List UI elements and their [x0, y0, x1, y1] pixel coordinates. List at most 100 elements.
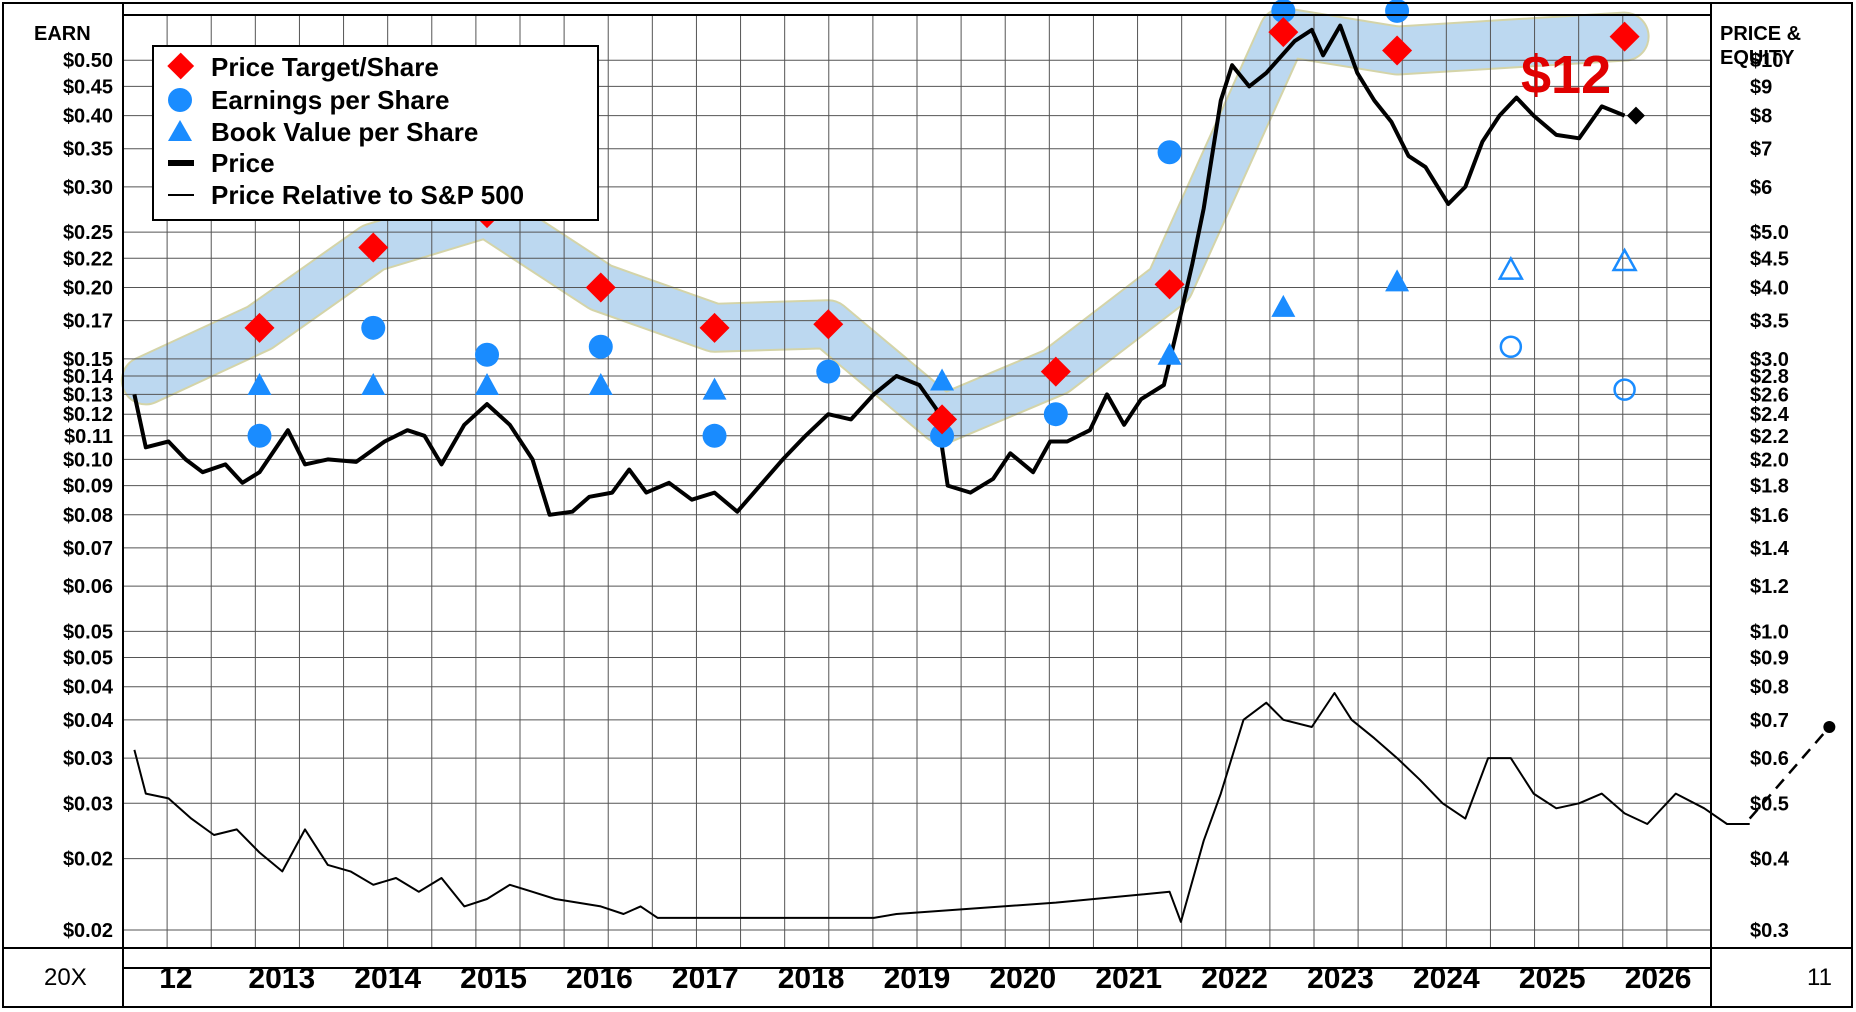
left-axis-tick-label: $0.10 [63, 449, 113, 471]
right-axis-tick-label: $4.5 [1750, 248, 1789, 270]
book-value-point [475, 372, 500, 395]
right-axis-tick-label: $2.4 [1750, 404, 1790, 426]
price-relative-endpoint [1823, 721, 1836, 734]
right-axis-tick-label: $1.0 [1750, 621, 1789, 643]
book-value-estimate-point [1611, 247, 1638, 272]
x-axis-tick-label: 2020 [989, 962, 1056, 995]
eps-point [702, 423, 727, 448]
right-axis-tick-label: $0.6 [1750, 748, 1789, 770]
x-axis-tick-label: 2018 [778, 962, 845, 995]
legend-price-label: Price [211, 148, 275, 178]
price-target-point [1382, 35, 1413, 66]
book-value-point [247, 372, 272, 395]
price-last-marker [1626, 106, 1645, 125]
eps-point [361, 315, 386, 340]
x-axis-tick-label: 2026 [1625, 962, 1692, 995]
legend-box [152, 45, 599, 221]
left-axis-title: EARN [34, 23, 91, 45]
x-axis-tick-label: 2017 [672, 962, 739, 995]
left-axis-tick-label: $0.14 [63, 366, 114, 388]
left-axis-tick-label: $0.02 [63, 920, 113, 942]
left-axis-tick-label: $0.07 [63, 538, 113, 560]
left-axis-tick-label: $0.45 [63, 76, 113, 98]
right-axis-tick-label: $0.9 [1750, 647, 1789, 669]
right-axis-tick-label: $2.6 [1750, 384, 1789, 406]
corner-label-left: 20X [44, 964, 87, 991]
left-axis-tick-label: $0.13 [63, 384, 113, 406]
left-axis-tick-label: $0.12 [63, 404, 113, 426]
right-axis-tick-label: $9 [1750, 76, 1772, 98]
right-axis-title-line1: PRICE & [1720, 23, 1801, 45]
left-axis-tick-label: $0.17 [63, 311, 113, 333]
x-axis-tick-label: 2019 [884, 962, 951, 995]
book-value-point [1385, 269, 1410, 292]
price-target-point [1609, 21, 1640, 52]
price-target-point [244, 312, 275, 343]
legend-eps-swatch [168, 88, 192, 112]
x-axis-tick-label: 2013 [248, 962, 315, 995]
price-series [132, 23, 1645, 517]
left-axis-tick-label: $0.40 [63, 106, 113, 128]
right-axis-tick-label: $7 [1750, 139, 1772, 161]
right-axis-tick-label: $3.0 [1750, 349, 1789, 371]
x-axis-tick-label: 2015 [460, 962, 527, 995]
left-axis-tick-label: $0.50 [63, 50, 113, 72]
price-target-point [927, 404, 958, 435]
book-value-point [1271, 294, 1296, 317]
x-axis-tick-label: 2022 [1201, 962, 1268, 995]
left-axis-tick-label: $0.11 [64, 426, 113, 448]
eps-point [1043, 402, 1068, 427]
right-axis-tick-label: $3.5 [1750, 311, 1789, 333]
right-axis-tick-label: $8 [1750, 106, 1772, 128]
axes: $0.50 $0.45 $0.40 $0.35 $0.30 $0.25 $0.22 $0.20… [63, 50, 1790, 995]
right-axis-tick-label: $2.0 [1750, 449, 1789, 471]
left-axis-tick-label: $0.25 [63, 222, 113, 244]
book-value-point [930, 368, 955, 391]
x-axis-tick-label: 2023 [1307, 962, 1374, 995]
right-axis-tick-label: $0.8 [1750, 677, 1789, 699]
x-axis-tick-label: 2014 [354, 962, 421, 995]
right-axis-tick-label: $1.8 [1750, 476, 1789, 498]
left-axis-tick-label: $0.22 [63, 248, 113, 270]
right-axis-tick-label: $0.7 [1750, 710, 1789, 732]
book-value-point [702, 377, 727, 400]
price-relative-line [133, 692, 1750, 923]
right-axis-tick-label: $0.4 [1750, 849, 1790, 871]
eps-point [588, 334, 613, 359]
eps-point [247, 423, 272, 448]
legend-book-swatch [168, 120, 192, 141]
eps-point [1271, 0, 1296, 23]
legend: Price Target/Share Earnings per Share Bo… [152, 45, 599, 221]
x-axis-tick-label: 12 [159, 962, 192, 995]
price-target-point [1154, 269, 1185, 300]
right-axis-tick-label: $0.3 [1750, 920, 1789, 942]
left-axis-tick-label: $0.30 [63, 177, 113, 199]
left-axis-tick-label: $0.15 [63, 349, 113, 371]
left-axis-tick-label: $0.05 [63, 621, 113, 643]
right-axis-title-line2: EQUITY [1720, 47, 1795, 69]
eps-point [930, 423, 955, 448]
left-axis-tick-label: $0.20 [63, 278, 113, 300]
eps-point [1157, 140, 1182, 165]
markers [244, 0, 1640, 448]
left-axis-tick-label: $0.09 [63, 476, 113, 498]
right-axis-tick-label: $1.6 [1750, 505, 1789, 527]
eps-estimate-point [1613, 378, 1636, 401]
left-axis-tick-label: $0.35 [63, 139, 113, 161]
book-value-point [361, 372, 386, 395]
price-line [132, 23, 1626, 517]
right-axis-tick-label: $0.5 [1750, 793, 1789, 815]
left-axis-tick-label: $0.04 [63, 677, 114, 699]
price-relative-series [133, 692, 1836, 923]
price-target-point [358, 232, 389, 263]
legend-eps-label: Earnings per Share [211, 85, 449, 115]
left-axis-tick-label: $0.04 [63, 710, 114, 732]
eps-point [816, 359, 841, 384]
right-axis-tick-label: $4.0 [1750, 278, 1789, 300]
eps-point [1385, 0, 1410, 23]
right-axis-tick-label: $10 [1750, 50, 1783, 72]
left-axis-tick-label: $0.08 [63, 505, 113, 527]
right-axis-tick-label: $6 [1750, 177, 1772, 199]
eps-point [475, 342, 500, 367]
